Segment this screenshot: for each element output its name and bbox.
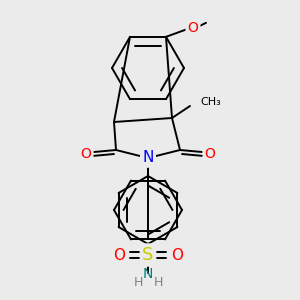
Text: O: O bbox=[81, 147, 92, 161]
Text: O: O bbox=[113, 248, 125, 262]
Text: O: O bbox=[171, 248, 183, 262]
Text: O: O bbox=[205, 147, 215, 161]
Text: H: H bbox=[153, 277, 163, 290]
Text: N: N bbox=[143, 267, 153, 281]
Text: S: S bbox=[142, 246, 154, 264]
Text: H: H bbox=[133, 277, 143, 290]
Text: CH₃: CH₃ bbox=[200, 97, 221, 107]
Text: N: N bbox=[142, 151, 154, 166]
Text: O: O bbox=[188, 21, 198, 35]
